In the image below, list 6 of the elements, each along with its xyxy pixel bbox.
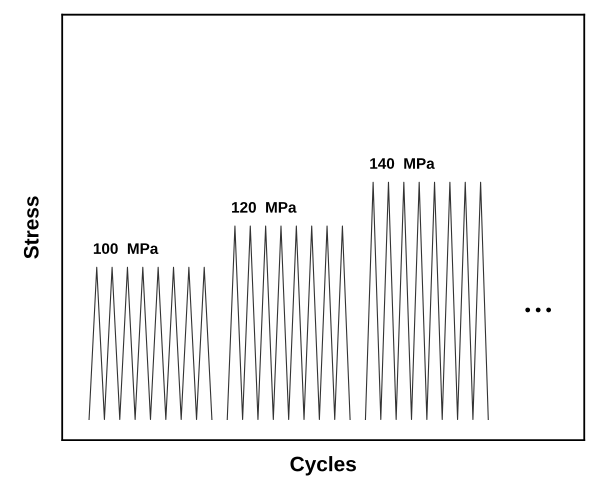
y-axis-title: Stress (24, 196, 39, 259)
annotation: 120 MPa (232, 202, 297, 213)
annotation: 100 MPa (94, 243, 158, 254)
annotation: • • • (525, 308, 552, 312)
text: 140 MPa (370, 158, 435, 169)
x-axis-title: Cycles (290, 456, 356, 476)
